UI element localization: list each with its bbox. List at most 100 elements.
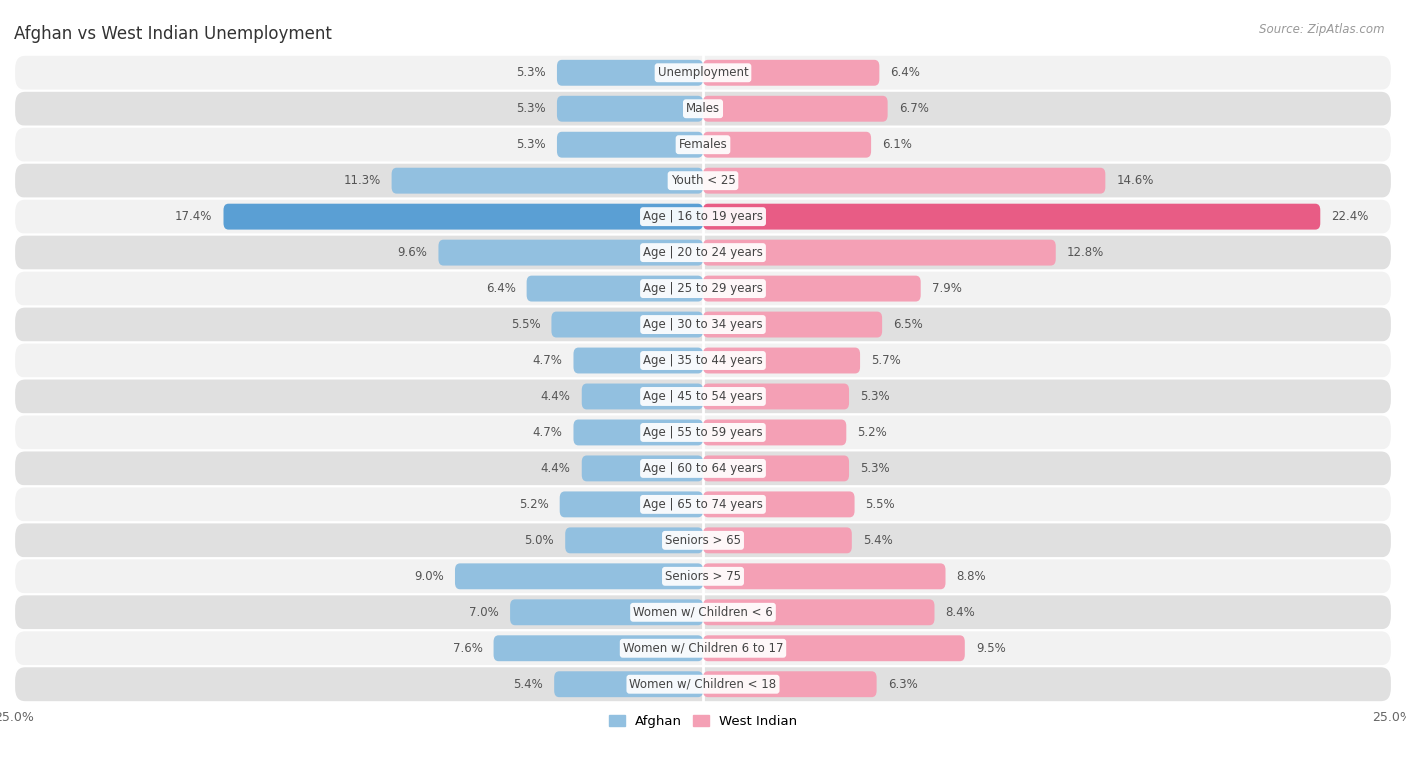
FancyBboxPatch shape (703, 96, 887, 122)
Text: 9.5%: 9.5% (976, 642, 1005, 655)
Text: 11.3%: 11.3% (343, 174, 381, 187)
FancyBboxPatch shape (510, 600, 703, 625)
FancyBboxPatch shape (703, 312, 882, 338)
FancyBboxPatch shape (703, 456, 849, 481)
Text: 5.0%: 5.0% (524, 534, 554, 547)
Text: Age | 65 to 74 years: Age | 65 to 74 years (643, 498, 763, 511)
Text: 7.9%: 7.9% (932, 282, 962, 295)
FancyBboxPatch shape (554, 671, 703, 697)
FancyBboxPatch shape (560, 491, 703, 517)
FancyBboxPatch shape (14, 307, 1392, 342)
Text: 7.6%: 7.6% (453, 642, 482, 655)
Text: 9.0%: 9.0% (415, 570, 444, 583)
FancyBboxPatch shape (14, 450, 1392, 487)
FancyBboxPatch shape (703, 635, 965, 661)
FancyBboxPatch shape (703, 168, 1105, 194)
FancyBboxPatch shape (703, 491, 855, 517)
Text: 9.6%: 9.6% (398, 246, 427, 259)
Text: 8.8%: 8.8% (956, 570, 986, 583)
Text: Males: Males (686, 102, 720, 115)
FancyBboxPatch shape (14, 235, 1392, 270)
Text: 4.4%: 4.4% (541, 390, 571, 403)
Text: 5.2%: 5.2% (858, 426, 887, 439)
FancyBboxPatch shape (14, 594, 1392, 631)
FancyBboxPatch shape (565, 528, 703, 553)
Text: 6.4%: 6.4% (485, 282, 516, 295)
Text: Age | 35 to 44 years: Age | 35 to 44 years (643, 354, 763, 367)
Text: Unemployment: Unemployment (658, 67, 748, 79)
Text: Youth < 25: Youth < 25 (671, 174, 735, 187)
Text: 4.7%: 4.7% (533, 354, 562, 367)
Text: 4.7%: 4.7% (533, 426, 562, 439)
Text: 5.3%: 5.3% (516, 67, 546, 79)
Text: 6.1%: 6.1% (882, 139, 912, 151)
Text: Age | 16 to 19 years: Age | 16 to 19 years (643, 210, 763, 223)
FancyBboxPatch shape (703, 204, 1320, 229)
FancyBboxPatch shape (582, 456, 703, 481)
Text: Age | 30 to 34 years: Age | 30 to 34 years (643, 318, 763, 331)
FancyBboxPatch shape (557, 60, 703, 86)
FancyBboxPatch shape (703, 600, 935, 625)
Text: 6.3%: 6.3% (887, 678, 917, 690)
FancyBboxPatch shape (551, 312, 703, 338)
FancyBboxPatch shape (703, 240, 1056, 266)
FancyBboxPatch shape (14, 378, 1392, 415)
FancyBboxPatch shape (703, 528, 852, 553)
Text: 5.7%: 5.7% (872, 354, 901, 367)
FancyBboxPatch shape (14, 415, 1392, 450)
FancyBboxPatch shape (14, 487, 1392, 522)
FancyBboxPatch shape (494, 635, 703, 661)
Text: 5.5%: 5.5% (866, 498, 896, 511)
FancyBboxPatch shape (703, 60, 879, 86)
FancyBboxPatch shape (14, 342, 1392, 378)
Text: 5.3%: 5.3% (516, 139, 546, 151)
FancyBboxPatch shape (14, 559, 1392, 594)
Text: 7.0%: 7.0% (470, 606, 499, 618)
Text: 5.4%: 5.4% (513, 678, 543, 690)
FancyBboxPatch shape (14, 55, 1392, 91)
FancyBboxPatch shape (14, 163, 1392, 198)
Text: 6.5%: 6.5% (893, 318, 922, 331)
Text: Females: Females (679, 139, 727, 151)
Text: 5.3%: 5.3% (860, 390, 890, 403)
Text: 12.8%: 12.8% (1067, 246, 1104, 259)
Text: 5.5%: 5.5% (510, 318, 540, 331)
FancyBboxPatch shape (14, 91, 1392, 126)
Text: 14.6%: 14.6% (1116, 174, 1154, 187)
FancyBboxPatch shape (224, 204, 703, 229)
Text: 5.2%: 5.2% (519, 498, 548, 511)
Text: Age | 55 to 59 years: Age | 55 to 59 years (643, 426, 763, 439)
Text: Women w/ Children < 6: Women w/ Children < 6 (633, 606, 773, 618)
Legend: Afghan, West Indian: Afghan, West Indian (603, 709, 803, 734)
Text: Seniors > 75: Seniors > 75 (665, 570, 741, 583)
Text: 6.7%: 6.7% (898, 102, 928, 115)
Text: 5.3%: 5.3% (860, 462, 890, 475)
FancyBboxPatch shape (703, 384, 849, 410)
Text: 8.4%: 8.4% (945, 606, 976, 618)
FancyBboxPatch shape (14, 666, 1392, 702)
Text: 5.4%: 5.4% (863, 534, 893, 547)
Text: Age | 25 to 29 years: Age | 25 to 29 years (643, 282, 763, 295)
FancyBboxPatch shape (703, 671, 876, 697)
FancyBboxPatch shape (527, 276, 703, 301)
Text: 5.3%: 5.3% (516, 102, 546, 115)
FancyBboxPatch shape (703, 276, 921, 301)
Text: Seniors > 65: Seniors > 65 (665, 534, 741, 547)
Text: 4.4%: 4.4% (541, 462, 571, 475)
Text: Age | 20 to 24 years: Age | 20 to 24 years (643, 246, 763, 259)
FancyBboxPatch shape (14, 270, 1392, 307)
FancyBboxPatch shape (557, 96, 703, 122)
FancyBboxPatch shape (392, 168, 703, 194)
FancyBboxPatch shape (14, 126, 1392, 163)
Text: Women w/ Children 6 to 17: Women w/ Children 6 to 17 (623, 642, 783, 655)
Text: 17.4%: 17.4% (176, 210, 212, 223)
Text: Afghan vs West Indian Unemployment: Afghan vs West Indian Unemployment (14, 25, 332, 43)
FancyBboxPatch shape (574, 419, 703, 445)
FancyBboxPatch shape (14, 522, 1392, 559)
Text: Age | 45 to 54 years: Age | 45 to 54 years (643, 390, 763, 403)
FancyBboxPatch shape (703, 563, 945, 589)
FancyBboxPatch shape (439, 240, 703, 266)
FancyBboxPatch shape (703, 347, 860, 373)
FancyBboxPatch shape (574, 347, 703, 373)
FancyBboxPatch shape (14, 631, 1392, 666)
